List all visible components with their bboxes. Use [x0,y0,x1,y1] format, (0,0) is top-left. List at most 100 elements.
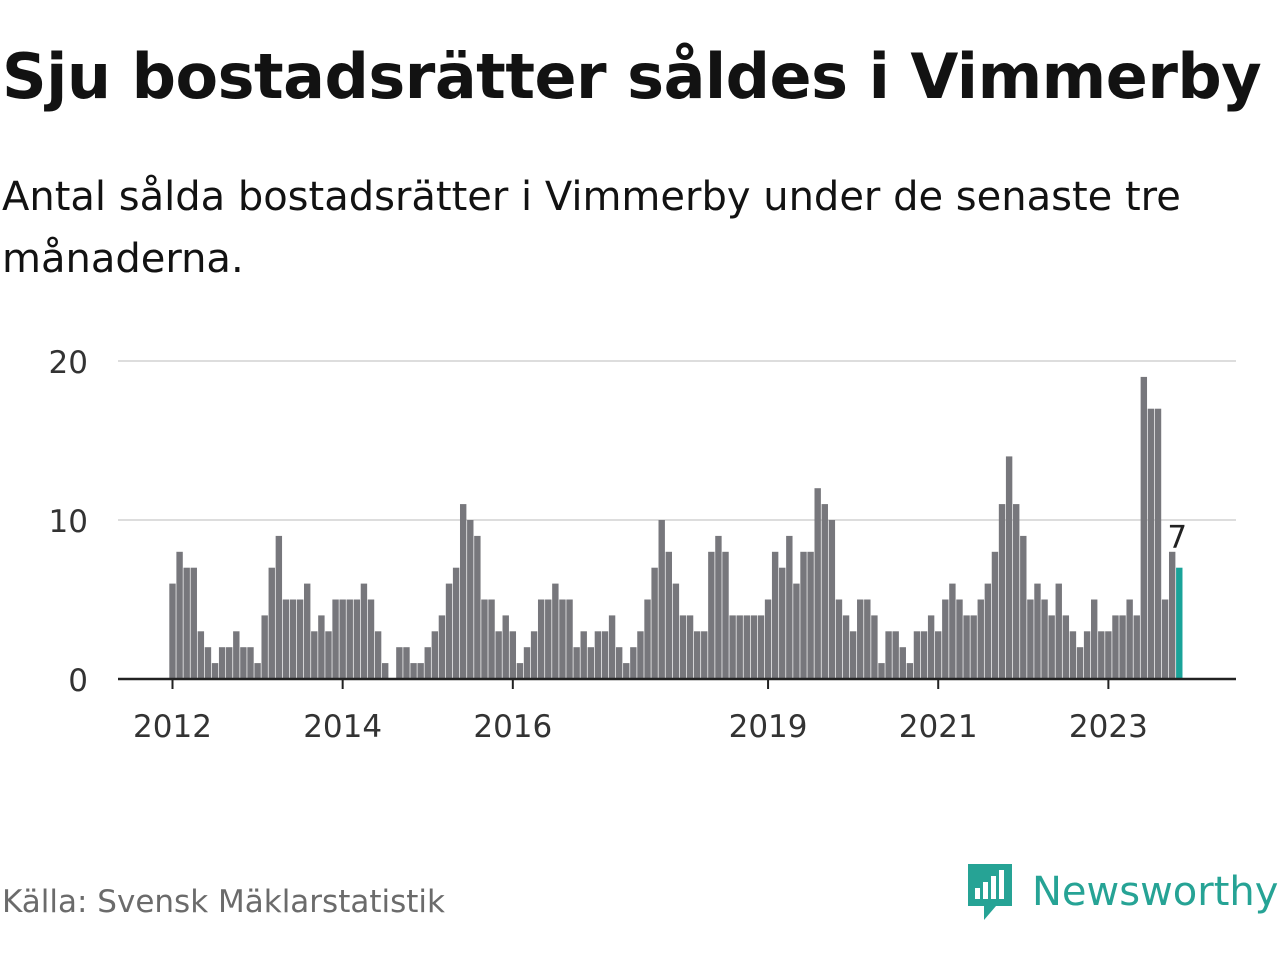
brand-name: Newsworthy [1032,869,1279,915]
bar [353,599,361,679]
bar [346,599,353,679]
bar [601,631,609,679]
bar [899,647,906,679]
bar [1091,599,1098,679]
bar [367,599,375,679]
bar [467,520,474,679]
bar [807,551,814,679]
y-tick-label: 20 [49,345,88,381]
bar [1041,599,1048,679]
bar [1034,583,1041,679]
bar [672,583,680,679]
bar [1013,504,1020,679]
bar [594,631,602,679]
bar [892,631,899,679]
bar [325,631,332,679]
bar [282,599,290,679]
bar [537,599,545,679]
bar-chart: 0 10 20 2012 2014 2016 2019 2021 2023 7 [49,345,1236,745]
bar [509,631,517,679]
bar [736,615,743,679]
bar [183,567,190,679]
bar [268,567,275,679]
bar [587,647,595,679]
bar [608,615,616,679]
bar [757,615,765,679]
chart-subtitle: Antal sålda bostadsrätter i Vimmerby und… [2,174,1181,282]
bar [615,647,623,679]
bar [949,583,956,679]
bar [963,615,970,679]
bar [630,647,637,679]
bar [211,663,219,679]
bar [1076,647,1084,679]
highlight-value-label: 7 [1167,520,1187,556]
bar [1140,376,1148,679]
bar [701,631,708,679]
bar [559,599,566,679]
bar [438,615,446,679]
x-tick-label: 2016 [473,709,552,745]
bar [523,647,531,679]
bar [204,647,212,679]
bar [382,663,389,679]
bar [1062,615,1070,679]
bar [410,663,417,679]
bar [474,535,481,679]
bar [1069,631,1077,679]
bar [360,583,368,679]
x-tick-label: 2012 [133,709,212,745]
bar [821,504,828,679]
bar [1168,551,1176,679]
bar [1055,583,1062,679]
bar [708,551,715,679]
bar [1005,456,1013,679]
bar [488,599,495,679]
bar [722,551,729,679]
bar [750,615,758,679]
bar [970,615,977,679]
bar [984,583,992,679]
bar [516,663,524,679]
newsworthy-logo-icon [968,864,1012,920]
bar [658,520,665,679]
bar [693,631,701,679]
bar [247,647,254,679]
bar [864,599,871,679]
bar [311,631,318,679]
x-tick-label: 2021 [899,709,978,745]
highlight-bar [1176,567,1183,679]
bar [842,615,850,679]
bar [977,599,984,679]
bar [240,647,247,679]
bar [828,520,836,679]
bar [786,535,793,679]
bar [374,631,382,679]
brand-logo: Newsworthy [964,862,1278,922]
bar [764,599,772,679]
bar [495,631,502,679]
bar [580,631,587,679]
bar [318,615,325,679]
bar [1098,631,1105,679]
bar [729,615,736,679]
bar [956,599,963,679]
bar [1112,615,1119,679]
bar [226,647,233,679]
bar [176,551,183,679]
bar [566,599,573,679]
bar [304,583,311,679]
bar [233,631,240,679]
bar [651,567,658,679]
bar [871,615,878,679]
bar [814,488,821,679]
bar [289,599,297,679]
bar [502,615,509,679]
bar [261,615,268,679]
bar [679,615,687,679]
bar [275,535,283,679]
bar [913,631,921,679]
bar [743,615,750,679]
x-tick-label: 2014 [303,709,382,745]
bar [452,567,460,679]
